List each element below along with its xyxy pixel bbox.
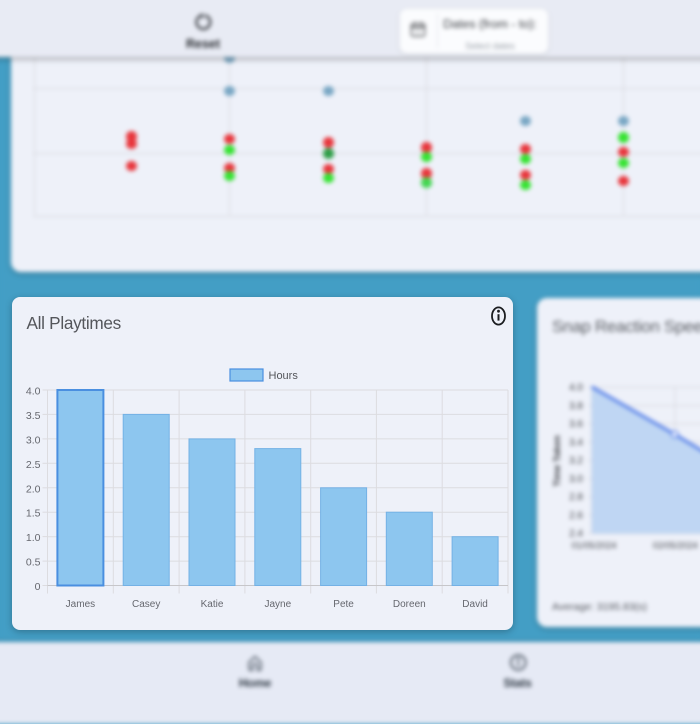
svg-text:2.6: 2.6 (569, 511, 583, 522)
svg-text:3.4: 3.4 (569, 437, 583, 448)
svg-text:4.0: 4.0 (569, 383, 583, 394)
svg-text:Time Taken: Time Taken (552, 435, 563, 487)
svg-text:Hours: Hours (269, 370, 299, 382)
svg-text:1.5: 1.5 (26, 508, 41, 520)
svg-text:Doreen: Doreen (393, 599, 426, 610)
svg-text:1.0: 1.0 (26, 532, 41, 544)
svg-text:James: James (66, 599, 95, 610)
svg-text:Jayne: Jayne (264, 599, 291, 610)
svg-text:0.5: 0.5 (26, 557, 41, 569)
svg-text:01/05/2024: 01/05/2024 (571, 541, 616, 551)
svg-text:4.0: 4.0 (26, 386, 41, 398)
svg-text:0: 0 (35, 581, 41, 593)
svg-text:2.5: 2.5 (26, 459, 41, 471)
svg-text:All Playtimes: All Playtimes (27, 313, 121, 333)
svg-text:Katie: Katie (201, 599, 224, 610)
svg-text:3.0: 3.0 (26, 434, 41, 446)
svg-text:3.0: 3.0 (569, 474, 583, 485)
svg-text:02/05/2024: 02/05/2024 (653, 541, 698, 551)
svg-text:3.6: 3.6 (569, 419, 583, 430)
svg-text:2.0: 2.0 (26, 483, 41, 495)
svg-text:Casey: Casey (132, 599, 160, 610)
svg-text:2.8: 2.8 (569, 492, 583, 503)
svg-text:David: David (462, 599, 488, 610)
svg-text:Average: 3195.83(s): Average: 3195.83(s) (552, 601, 647, 613)
svg-text:Pete: Pete (333, 599, 354, 610)
svg-text:3.5: 3.5 (26, 410, 41, 422)
svg-text:3.2: 3.2 (569, 456, 583, 467)
svg-text:3.8: 3.8 (569, 401, 583, 412)
svg-text:2.4: 2.4 (569, 529, 583, 540)
